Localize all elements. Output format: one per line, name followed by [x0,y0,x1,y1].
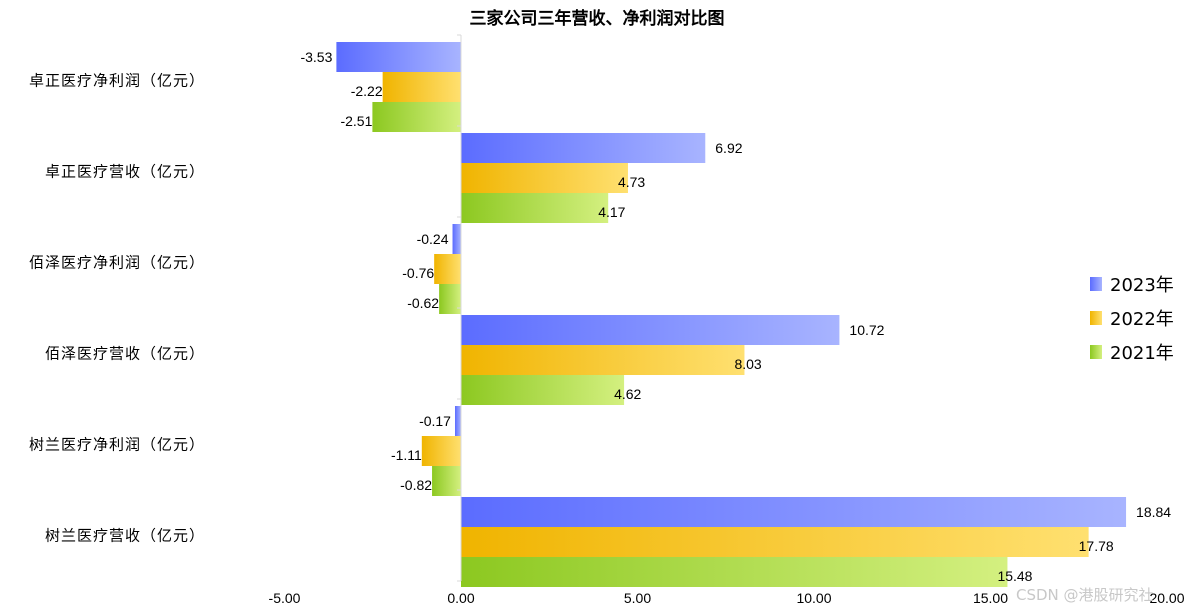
watermark-text: CSDN @港股研究社 [1016,586,1154,604]
bar-2023年-5 [461,497,1127,527]
data-label: 6.92 [715,140,742,156]
data-label: -2.22 [351,83,383,99]
data-label: -0.62 [407,295,439,311]
bar-2021年-5 [461,557,1008,587]
y-axis [457,34,462,582]
data-label: -0.82 [400,477,432,493]
data-label: 18.84 [1136,504,1171,520]
data-label: 8.03 [734,356,761,372]
data-label: 4.17 [598,204,625,220]
legend-label: 2023年 [1110,275,1174,296]
category-label: 树兰医疗营收（亿元） [45,527,205,545]
category-label: 卓正医疗净利润（亿元） [29,72,205,90]
bars [336,42,1127,587]
bar-2021年-4 [432,466,461,496]
x-tick-label: 15.00 [973,590,1008,606]
data-label: -2.51 [340,113,372,129]
legend-swatch [1090,311,1102,325]
bar-2021年-0 [372,102,461,132]
x-tick-label: 10.00 [796,590,831,606]
data-label: -3.53 [300,49,332,65]
category-label: 佰泽医疗净利润（亿元） [29,254,205,272]
x-tick-label: 5.00 [624,590,651,606]
x-tick-label: -5.00 [269,590,301,606]
bar-2022年-5 [461,527,1089,557]
bar-2023年-2 [452,224,461,254]
legend: 2023年 2022年 2021年 [1090,275,1174,364]
data-labels: -3.53 6.92 -0.24 10.72 -0.17 18.84 -2.22 4.73 -0… [300,49,1171,584]
data-label: -0.24 [417,231,449,247]
x-tick-label: 20.00 [1149,590,1184,606]
bar-2022年-0 [382,72,461,102]
x-tick-label: 0.00 [447,590,474,606]
bar-2023年-1 [461,133,706,163]
data-label: -0.17 [419,413,451,429]
category-label: 佰泽医疗营收（亿元） [45,345,205,363]
bar-2022年-4 [421,436,461,466]
data-label: -1.11 [391,447,422,463]
bar-2021年-3 [461,375,625,405]
category-labels: 卓正医疗净利润（亿元） 卓正医疗营收（亿元） 佰泽医疗净利润（亿元） 佰泽医疗营收（亿… [29,72,205,545]
legend-swatch [1090,277,1102,291]
bar-2022年-1 [461,163,628,193]
bar-2023年-0 [336,42,461,72]
bar-2022年-3 [461,345,745,375]
data-label: 10.72 [849,322,884,338]
bar-2021年-1 [461,193,609,223]
data-label: 4.73 [618,174,645,190]
legend-label: 2021年 [1110,343,1174,364]
category-label: 卓正医疗营收（亿元） [45,163,205,181]
chart-title: 三家公司三年营收、净利润对比图 [470,8,725,29]
data-label: 4.62 [614,386,641,402]
data-label: 15.48 [997,568,1032,584]
x-tick-labels: -5.00 0.00 5.00 10.00 15.00 20.00 [269,590,1185,606]
bar-2023年-4 [454,406,461,436]
data-label: -0.76 [402,265,434,281]
data-label: 17.78 [1079,538,1114,554]
bar-2022年-2 [434,254,461,284]
bar-2021年-2 [439,284,461,314]
bar-2023年-3 [461,315,840,345]
category-label: 树兰医疗净利润（亿元） [29,436,205,454]
legend-label: 2022年 [1110,309,1174,330]
legend-swatch [1090,345,1102,359]
